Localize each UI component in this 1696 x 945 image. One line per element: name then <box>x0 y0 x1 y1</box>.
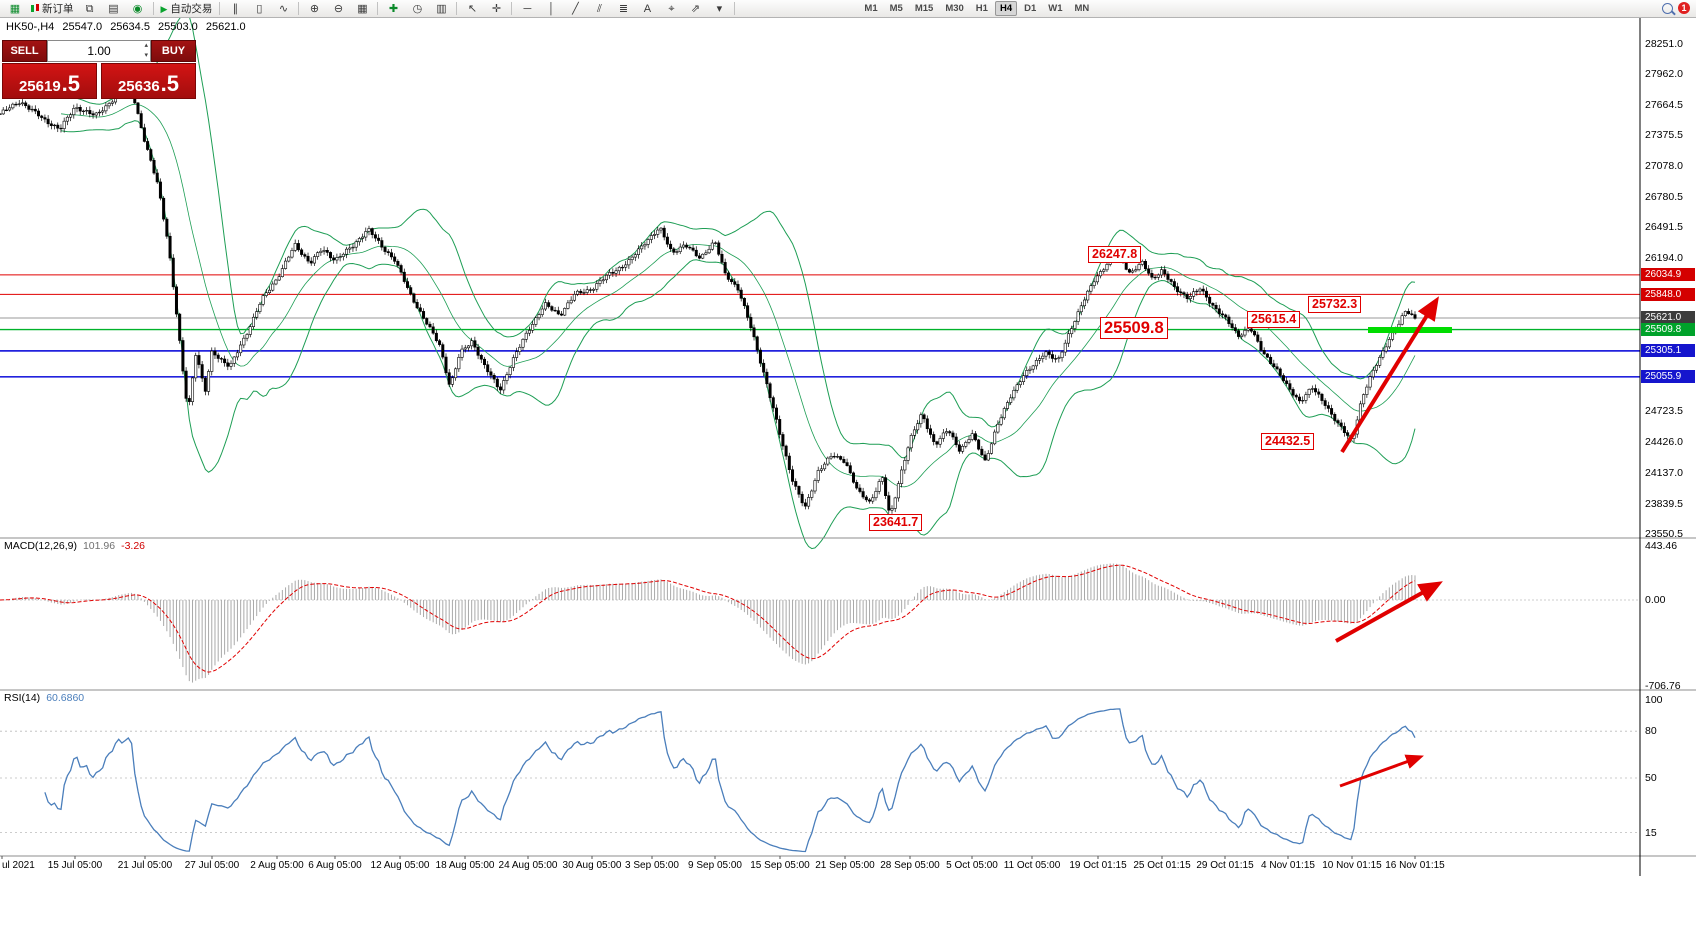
search-icon[interactable] <box>1662 2 1673 14</box>
new-order-icon: ✚ <box>388 2 399 15</box>
bar-chart-icon[interactable]: ∥ <box>224 0 246 17</box>
chart-ohlc-header: HK50-,H4 25547.0 25634.5 25503.0 25621.0 <box>6 21 251 33</box>
candle-chart-icon: ▯ <box>256 2 263 15</box>
toolbar-separator <box>511 2 513 15</box>
label-tool-icon: ⌖ <box>668 2 675 15</box>
label-tool-icon[interactable]: ⌖ <box>660 0 682 17</box>
arrow-tool-icon[interactable]: ⇗ <box>684 0 706 17</box>
close-value: 25621.0 <box>205 21 246 33</box>
text-tool-icon: A <box>643 2 652 15</box>
timeframe-MN[interactable]: MN <box>1074 3 1090 14</box>
tile-windows-icon: ▦ <box>357 2 368 15</box>
macd-header: MACD(12,26,9) 101.96 -3.26 <box>4 540 146 552</box>
fibonacci-tool-icon: ≣ <box>618 2 629 15</box>
new-order-button-label: 新订单 <box>42 2 74 15</box>
fibonacci-tool-icon[interactable]: ≣ <box>612 0 634 17</box>
timeframe-M30[interactable]: M30 <box>945 3 964 14</box>
volume-arrows: ▴ ▾ <box>144 41 148 61</box>
new-order-button[interactable]: 新订单 <box>28 0 77 17</box>
crosshair-icon: ✛ <box>491 2 502 15</box>
vertical-line-tool-icon: │ <box>547 2 555 15</box>
volume-stepper[interactable]: 1.00 ▴ ▾ <box>47 40 151 62</box>
chart-list-icon: ▤ <box>108 2 119 15</box>
data-window-icon[interactable]: ▥ <box>430 0 452 17</box>
strategy-tester-icon[interactable]: ◷ <box>406 0 428 17</box>
toolbar-separator <box>298 2 300 15</box>
bar-chart-icon: ∥ <box>232 2 239 15</box>
volume-up-button[interactable]: ▴ <box>144 42 148 49</box>
toolbar-separator <box>152 2 154 15</box>
rsi-header: RSI(14) 60.6860 <box>4 692 85 704</box>
toolbar-right: 1 <box>1662 2 1690 14</box>
autotrading-button-label: 自动交易 <box>170 2 213 15</box>
shapes-dropdown-icon[interactable]: ▾ <box>708 0 730 17</box>
one-click-trading-panel: SELL 1.00 ▴ ▾ BUY 25619.5 25636.5 <box>2 40 196 99</box>
toolbar: ▦ 新订单 ⧉ ▤ ◉ ▶ 自动交易 ∥ ▯ ∿ ⊕ ⊖ ▦ ✚ ◷ ▥ ↖ ✛ ─ │ ╱ ⫽ ≣ A ⌖ ⇗ ▾ M1 M5 M15 M… <box>0 0 1696 18</box>
zoom-out-icon: ⊖ <box>333 2 344 15</box>
cursor-icon: ↖ <box>467 2 478 15</box>
trendline-tool-icon: ╱ <box>572 2 579 15</box>
line-chart-icon[interactable]: ∿ <box>272 0 294 17</box>
notification-badge[interactable]: 1 <box>1678 2 1690 14</box>
channel-tool-icon[interactable]: ⫽ <box>588 0 610 17</box>
candle-chart-icon[interactable]: ▯ <box>248 0 270 17</box>
cursor-icon[interactable]: ↖ <box>461 0 483 17</box>
toolbar-separator <box>219 2 221 15</box>
new-chart-icon[interactable]: ▦ <box>4 0 26 17</box>
autotrading-button[interactable]: ▶ 自动交易 <box>158 0 216 17</box>
zoom-in-icon: ⊕ <box>309 2 320 15</box>
low-value: 25503.0 <box>158 21 198 33</box>
toolbar-separator <box>734 2 736 15</box>
shapes-dropdown-icon: ▾ <box>716 2 723 15</box>
quotes-icon: ◉ <box>132 2 143 15</box>
sell-button[interactable]: SELL <box>2 40 47 62</box>
timeframe-M1[interactable]: M1 <box>864 3 878 14</box>
volume-value[interactable]: 1.00 <box>87 44 111 58</box>
play-icon: ▶ <box>160 3 168 14</box>
crosshair-icon[interactable]: ✛ <box>485 0 507 17</box>
candle-icon <box>31 4 39 13</box>
quotes-icon[interactable]: ◉ <box>127 0 149 17</box>
timeframe-M15[interactable]: M15 <box>914 3 934 14</box>
profiles-icon: ⧉ <box>85 2 94 15</box>
toolbar-separator <box>377 2 379 15</box>
chart-list-icon[interactable]: ▤ <box>103 0 125 17</box>
trendline-tool-icon[interactable]: ╱ <box>564 0 586 17</box>
timeframe-H1[interactable]: H1 <box>975 3 988 14</box>
high-value: 25634.5 <box>110 21 150 33</box>
arrow-tool-icon: ⇗ <box>690 2 701 15</box>
horizontal-line-tool-icon[interactable]: ─ <box>516 0 538 17</box>
channel-tool-icon: ⫽ <box>596 2 602 15</box>
zoom-out-icon[interactable]: ⊖ <box>327 0 349 17</box>
timeframe-W1[interactable]: W1 <box>1048 3 1063 14</box>
timeframe-M5[interactable]: M5 <box>889 3 903 14</box>
strategy-tester-icon: ◷ <box>412 2 423 15</box>
horizontal-line-tool-icon: ─ <box>523 2 532 15</box>
profiles-icon[interactable]: ⧉ <box>79 0 101 17</box>
new-order-icon[interactable]: ✚ <box>382 0 404 17</box>
sell-price[interactable]: 25619.5 <box>2 63 97 99</box>
volume-down-button[interactable]: ▾ <box>144 52 148 59</box>
new-chart-icon: ▦ <box>9 2 21 15</box>
line-chart-icon: ∿ <box>278 2 289 15</box>
buy-price[interactable]: 25636.5 <box>101 63 196 99</box>
data-window-icon: ▥ <box>436 2 447 15</box>
vertical-line-tool-icon[interactable]: │ <box>540 0 562 17</box>
timeframe-H4[interactable]: H4 <box>994 1 1018 16</box>
toolbar-separator <box>456 2 458 15</box>
tile-windows-icon[interactable]: ▦ <box>351 0 373 17</box>
timeframe-D1[interactable]: D1 <box>1024 3 1037 14</box>
symbol-timeframe-label: HK50-,H4 <box>6 21 55 33</box>
text-tool-icon[interactable]: A <box>636 0 658 17</box>
open-value: 25547.0 <box>62 21 103 33</box>
buy-button[interactable]: BUY <box>151 40 196 62</box>
zoom-in-icon[interactable]: ⊕ <box>303 0 325 17</box>
